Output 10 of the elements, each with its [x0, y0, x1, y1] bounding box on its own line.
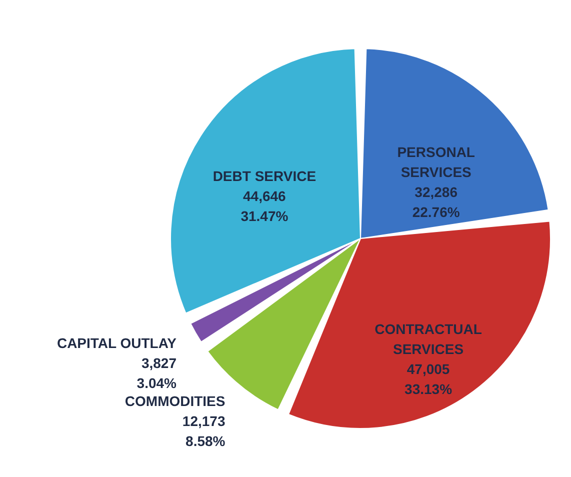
slice-label: PERSONAL SERVICES [397, 144, 476, 180]
data-label: 47,005 33.13% [404, 361, 453, 398]
slice-label: DEBT SERVICE [212, 168, 316, 184]
data-label: 12,173 8.58% [182, 412, 226, 449]
slice-label: COMMODITIES [124, 392, 226, 409]
data-label: 44,646 31.47% [240, 188, 289, 224]
data-label: 32,286 22.76% [412, 184, 460, 220]
data-label: 3,827 3.04% [136, 354, 178, 391]
slice-label: CAPITAL OUTLAY [56, 334, 178, 351]
slice-label: CONTRACTUAL SERVICES [374, 321, 482, 358]
